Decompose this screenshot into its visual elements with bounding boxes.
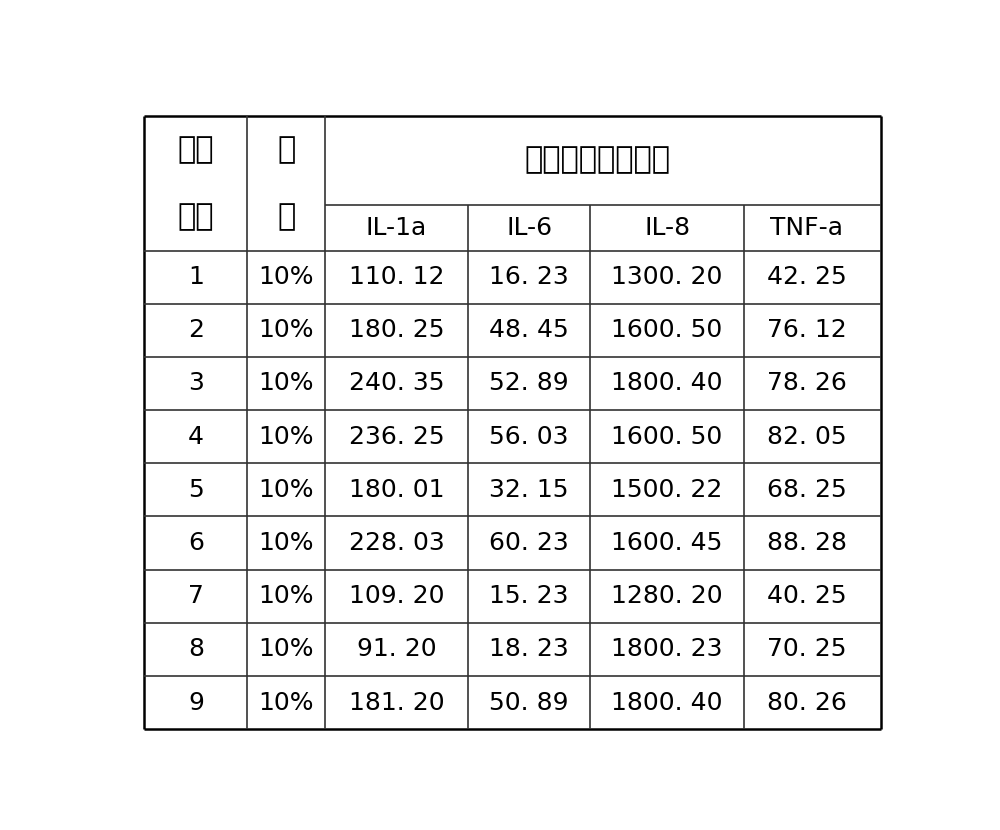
- Text: 含

量: 含 量: [277, 135, 295, 232]
- Text: 10%: 10%: [258, 531, 314, 555]
- Text: 228. 03: 228. 03: [349, 531, 444, 555]
- Text: 88. 28: 88. 28: [767, 531, 847, 555]
- Text: 1280. 20: 1280. 20: [611, 584, 723, 608]
- Text: 10%: 10%: [258, 637, 314, 662]
- Text: IL-6: IL-6: [506, 216, 552, 240]
- Text: 1600. 50: 1600. 50: [611, 319, 723, 342]
- Text: 180. 25: 180. 25: [349, 319, 444, 342]
- Text: IL-1a: IL-1a: [366, 216, 427, 240]
- Text: 68. 25: 68. 25: [767, 478, 847, 502]
- Text: 240. 35: 240. 35: [349, 372, 444, 395]
- Text: 78. 26: 78. 26: [767, 372, 847, 395]
- Text: 10%: 10%: [258, 584, 314, 608]
- Text: 8: 8: [188, 637, 204, 662]
- Text: 52. 89: 52. 89: [489, 372, 569, 395]
- Text: 42. 25: 42. 25: [767, 265, 847, 289]
- Text: TNF-a: TNF-a: [770, 216, 844, 240]
- Text: 48. 45: 48. 45: [489, 319, 569, 342]
- Text: 60. 23: 60. 23: [489, 531, 569, 555]
- Text: 3: 3: [188, 372, 204, 395]
- Text: 10%: 10%: [258, 372, 314, 395]
- Text: 1300. 20: 1300. 20: [611, 265, 723, 289]
- Text: 1: 1: [188, 265, 204, 289]
- Text: 15. 23: 15. 23: [489, 584, 569, 608]
- Text: 9: 9: [188, 691, 204, 715]
- Text: 5: 5: [188, 478, 204, 502]
- Text: 82. 05: 82. 05: [767, 425, 847, 449]
- Text: 1800. 23: 1800. 23: [611, 637, 723, 662]
- Text: 10%: 10%: [258, 691, 314, 715]
- Text: 1800. 40: 1800. 40: [611, 372, 723, 395]
- Text: IL-8: IL-8: [644, 216, 690, 240]
- Text: 76. 12: 76. 12: [767, 319, 847, 342]
- Text: 91. 20: 91. 20: [357, 637, 436, 662]
- Text: 70. 25: 70. 25: [767, 637, 847, 662]
- Text: 56. 03: 56. 03: [489, 425, 569, 449]
- Text: 1600. 50: 1600. 50: [611, 425, 723, 449]
- Text: 32. 15: 32. 15: [489, 478, 569, 502]
- Text: 7: 7: [188, 584, 204, 608]
- Text: 109. 20: 109. 20: [349, 584, 444, 608]
- Text: 1600. 45: 1600. 45: [611, 531, 723, 555]
- Text: 16. 23: 16. 23: [489, 265, 569, 289]
- Text: 180. 01: 180. 01: [349, 478, 444, 502]
- Text: 4: 4: [188, 425, 204, 449]
- Text: 炎症因子（含量）: 炎症因子（含量）: [524, 145, 670, 174]
- Text: 2: 2: [188, 319, 204, 342]
- Text: 18. 23: 18. 23: [489, 637, 569, 662]
- Text: 50. 89: 50. 89: [489, 691, 569, 715]
- Text: 10%: 10%: [258, 425, 314, 449]
- Text: 10%: 10%: [258, 319, 314, 342]
- Text: 1500. 22: 1500. 22: [611, 478, 723, 502]
- Text: 10%: 10%: [258, 265, 314, 289]
- Text: 实施

例子: 实施 例子: [178, 135, 214, 232]
- Text: 80. 26: 80. 26: [767, 691, 847, 715]
- Text: 110. 12: 110. 12: [349, 265, 444, 289]
- Text: 1800. 40: 1800. 40: [611, 691, 723, 715]
- Text: 10%: 10%: [258, 478, 314, 502]
- Text: 40. 25: 40. 25: [767, 584, 847, 608]
- Text: 6: 6: [188, 531, 204, 555]
- Text: 181. 20: 181. 20: [349, 691, 444, 715]
- Text: 236. 25: 236. 25: [349, 425, 444, 449]
